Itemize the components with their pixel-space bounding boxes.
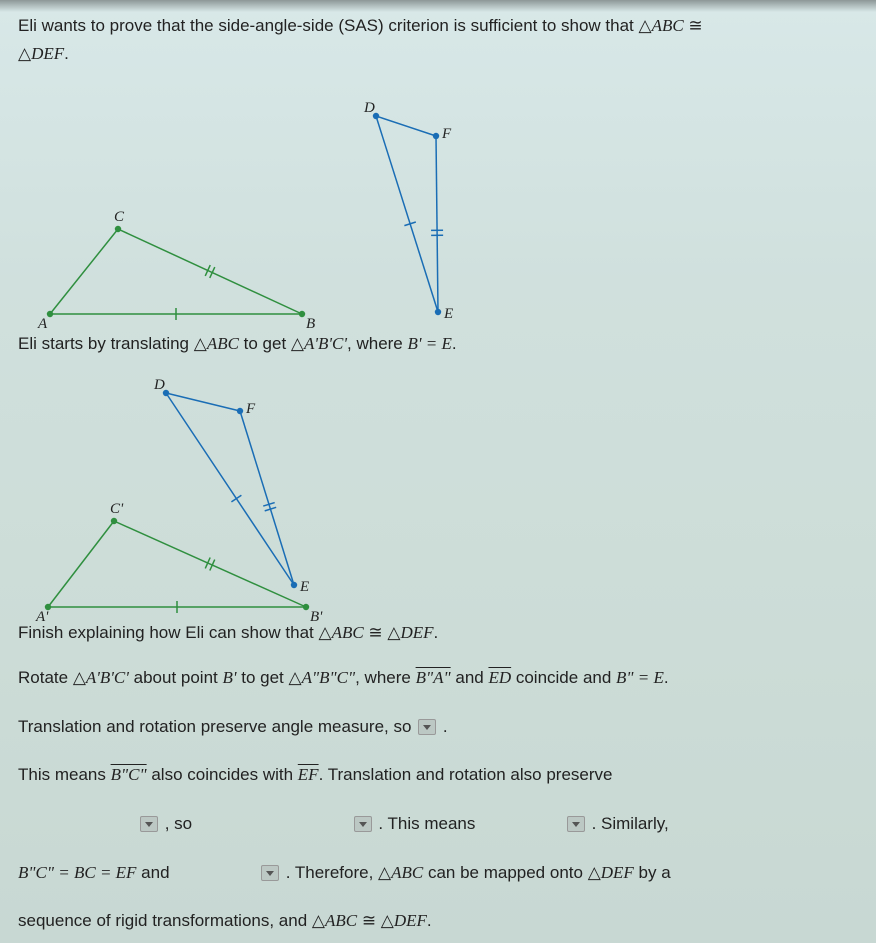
t-d: . — [452, 334, 457, 353]
f-tri2: DEF — [400, 623, 433, 642]
svg-text:E: E — [299, 579, 309, 595]
congruent-symbol — [688, 16, 702, 35]
diagram-1-svg: A B C D F E — [18, 74, 618, 334]
p5-c: . Therefore, — [286, 863, 378, 882]
p6-cong — [362, 911, 376, 930]
p3-ray1: B"C" — [111, 765, 147, 784]
p1-bprime: B' — [222, 668, 236, 687]
t-tri2: A'B'C' — [304, 334, 347, 353]
p3-b: also coincides with — [147, 765, 298, 784]
translate-line: Eli starts by translating ABC to get A'B… — [18, 332, 858, 356]
t-a: Eli starts by translating — [18, 334, 194, 353]
svg-text:D: D — [363, 100, 375, 116]
p5-d: can be mapped onto — [423, 863, 587, 882]
svg-text:C: C — [114, 209, 125, 225]
intro-text-a: Eli wants to prove that the side-angle-s… — [18, 16, 638, 35]
svg-text:F: F — [245, 401, 256, 417]
dropdown-1[interactable] — [418, 719, 436, 735]
p1-ray2: ED — [488, 668, 511, 687]
svg-text:E: E — [443, 306, 453, 322]
p1-d: , where — [355, 668, 415, 687]
svg-text:F: F — [441, 126, 452, 142]
finish-line: Finish explaining how Eli can show that … — [18, 621, 858, 645]
t-tri1: ABC — [207, 334, 239, 353]
intro-tri-abc: ABC — [652, 16, 684, 35]
p5-tri2: DEF — [601, 863, 634, 882]
p6-c: . — [427, 911, 432, 930]
svg-text:B: B — [306, 316, 315, 332]
p6-tri1: ABC — [325, 911, 357, 930]
p4-c: . Similarly, — [592, 814, 669, 833]
f-cong — [368, 623, 382, 642]
intro-line2: DEF. — [18, 42, 858, 66]
svg-text:A': A' — [35, 609, 49, 623]
dropdown-3[interactable] — [354, 816, 372, 832]
p1-c: to get — [237, 668, 289, 687]
preserve-angle-para: Translation and rotation preserve angle … — [18, 712, 858, 743]
p5-e: by a — [634, 863, 671, 882]
final-line: sequence of rigid transformations, and A… — [18, 906, 858, 937]
svg-text:B': B' — [310, 609, 323, 623]
intro-line: Eli wants to prove that the side-angle-s… — [18, 14, 858, 38]
f-tri1: ABC — [332, 623, 364, 642]
p1-eq: B" = E — [616, 668, 664, 687]
p1-g: . — [664, 668, 669, 687]
p1-e: and — [451, 668, 489, 687]
svg-text:A: A — [37, 316, 48, 332]
f-end: . — [434, 623, 439, 642]
p1-b: about point — [129, 668, 223, 687]
p5-b: and — [136, 863, 169, 882]
p1-tri2: A"B"C" — [302, 668, 356, 687]
t-c: , where — [347, 334, 407, 353]
t-eq: B' = E — [408, 334, 452, 353]
p6-a: sequence of rigid transformations, and — [18, 911, 312, 930]
coincides-para: This means B"C" also coincides with EF. … — [18, 760, 858, 791]
p4-b: . This means — [378, 814, 475, 833]
diagram-1: ABCDFE — [18, 74, 858, 324]
p3-c: . Translation and rotation also preserve — [319, 765, 613, 784]
svg-text:C': C' — [110, 501, 124, 517]
p4-a: , so — [165, 814, 192, 833]
p3-a: This means — [18, 765, 111, 784]
p1-tri1: A'B'C' — [86, 668, 129, 687]
svg-text:D: D — [153, 377, 165, 393]
intro-tri-def: DEF — [31, 44, 64, 63]
rotate-para: Rotate A'B'C' about point B' to get A"B"… — [18, 663, 858, 694]
fill-line-1: , so . This means . Similarly, — [18, 809, 858, 840]
p5-tri1: ABC — [391, 863, 423, 882]
diagram-2-svg: D F E A' B' C' — [18, 363, 618, 623]
p2: Translation and rotation preserve angle … — [18, 717, 411, 736]
p3-ray2: EF — [298, 765, 319, 784]
p5-a: B"C" = BC = EF — [18, 863, 136, 882]
dropdown-2[interactable] — [140, 816, 158, 832]
fill-line-2: B"C" = BC = EF and . Therefore, ABC can … — [18, 858, 858, 889]
p6-tri2: DEF — [394, 911, 427, 930]
p1-a: Rotate — [18, 668, 73, 687]
p1-f: coincide and — [511, 668, 616, 687]
intro-end: . — [64, 44, 69, 63]
t-b: to get — [239, 334, 291, 353]
dropdown-5[interactable] — [261, 865, 279, 881]
dropdown-4[interactable] — [567, 816, 585, 832]
diagram-2: DFEA'B'C' — [18, 363, 858, 613]
p1-ray1: B"A" — [416, 668, 451, 687]
f-a: Finish explaining how Eli can show that — [18, 623, 319, 642]
